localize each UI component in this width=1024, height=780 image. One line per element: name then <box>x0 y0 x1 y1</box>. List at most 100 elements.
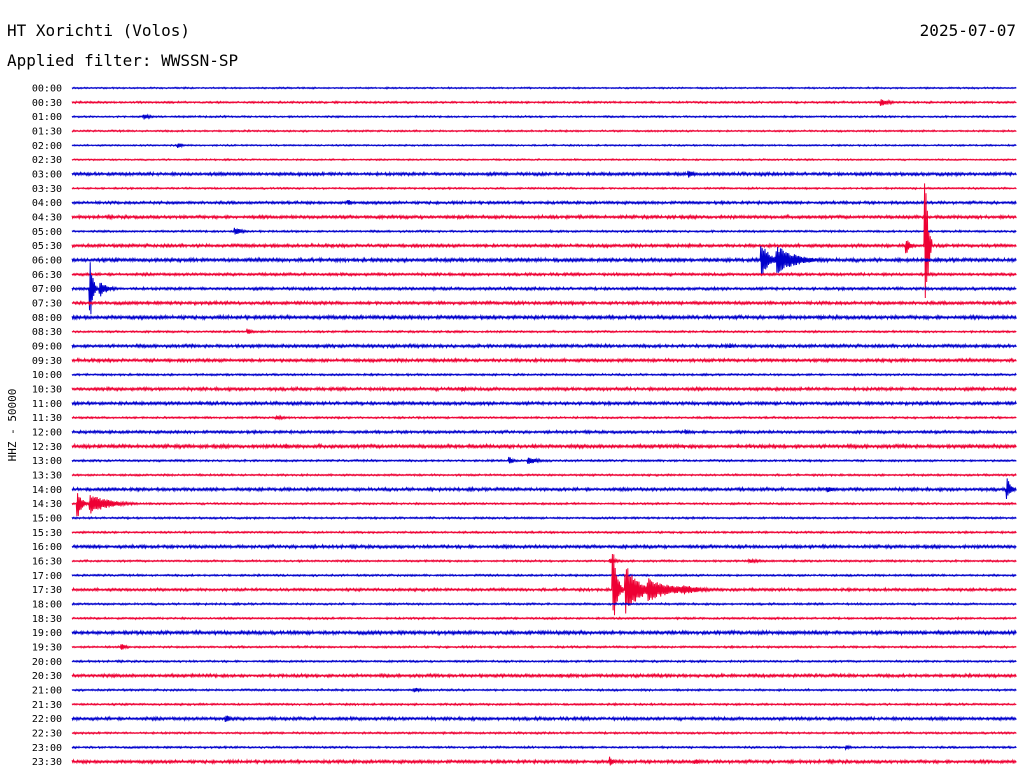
row-label: 23:30 <box>32 757 62 768</box>
row-label: 20:30 <box>32 671 62 682</box>
row-label: 08:00 <box>32 313 62 324</box>
trace-0300 <box>71 170 1017 178</box>
trace-0630 <box>71 271 1017 278</box>
row-label: 15:30 <box>32 528 62 539</box>
trace-1130 <box>71 414 1017 421</box>
row-label: 05:00 <box>32 227 62 238</box>
trace-0100 <box>71 113 1017 120</box>
trace-0130 <box>71 128 1017 134</box>
trace-0830 <box>71 328 1017 334</box>
trace-1230 <box>71 442 1017 450</box>
trace-0930 <box>71 356 1017 364</box>
filter-label: Applied filter: WWSSN-SP <box>7 51 238 70</box>
row-label: 11:30 <box>32 413 62 424</box>
row-label: 03:30 <box>32 184 62 195</box>
row-label: 22:00 <box>32 714 62 725</box>
trace-1830 <box>71 615 1017 621</box>
row-label: 11:00 <box>32 399 62 410</box>
trace-1600 <box>71 543 1017 551</box>
row-label: 09:30 <box>32 356 62 367</box>
trace-1900 <box>71 628 1017 637</box>
trace-0730 <box>71 299 1017 307</box>
row-label: 10:30 <box>32 384 62 395</box>
row-label: 03:00 <box>32 169 62 180</box>
row-label: 06:30 <box>32 270 62 281</box>
row-label: 18:30 <box>32 614 62 625</box>
row-labels: 00:00 00:30 01:00 01:30 02:00 02:30 03:00 03:30… <box>32 84 62 769</box>
row-label: 02:00 <box>32 141 62 152</box>
trace-1030 <box>71 385 1017 393</box>
trace-0700 <box>71 262 1017 315</box>
trace-1100 <box>71 399 1017 407</box>
trace-2200 <box>71 715 1017 723</box>
row-label: 01:30 <box>32 126 62 137</box>
trace-1800 <box>71 601 1017 607</box>
trace-1330 <box>71 472 1017 478</box>
row-label: 04:00 <box>32 198 62 209</box>
trace-1500 <box>71 515 1017 521</box>
row-label: 22:30 <box>32 728 62 739</box>
row-label: 14:30 <box>32 499 62 510</box>
trace-1300 <box>71 456 1017 465</box>
row-label: 07:30 <box>32 298 62 309</box>
row-label: 08:30 <box>32 327 62 338</box>
row-label: 13:30 <box>32 470 62 481</box>
trace-0800 <box>71 313 1017 321</box>
row-label: 17:00 <box>32 571 62 582</box>
trace-2330 <box>71 756 1017 766</box>
row-label: 21:00 <box>32 685 62 696</box>
row-label: 19:30 <box>32 642 62 653</box>
date-label: 2025-07-07 <box>920 21 1016 40</box>
trace-2100 <box>71 687 1017 693</box>
row-label: 10:00 <box>32 370 62 381</box>
trace-1000 <box>71 372 1017 377</box>
traces <box>71 86 1017 766</box>
trace-0530 <box>71 183 1017 299</box>
trace-2030 <box>71 672 1017 680</box>
trace-0900 <box>71 342 1017 350</box>
trace-2000 <box>71 659 1017 664</box>
row-label: 12:00 <box>32 427 62 438</box>
row-label: 05:30 <box>32 241 62 252</box>
trace-1730 <box>71 553 1017 616</box>
trace-0030 <box>71 99 1017 106</box>
trace-0400 <box>71 199 1017 206</box>
row-label: 00:30 <box>32 98 62 109</box>
trace-2300 <box>71 744 1017 752</box>
row-label: 13:00 <box>32 456 62 467</box>
trace-0330 <box>71 186 1017 191</box>
trace-0500 <box>71 227 1017 235</box>
trace-0000 <box>71 86 1017 90</box>
row-label: 00:00 <box>32 84 62 95</box>
row-label: 20:00 <box>32 657 62 668</box>
row-label: 14:00 <box>32 485 62 496</box>
row-label: 12:30 <box>32 442 62 453</box>
trace-1530 <box>71 530 1017 535</box>
trace-0230 <box>71 157 1017 162</box>
trace-2230 <box>71 730 1017 736</box>
row-label: 19:00 <box>32 628 62 639</box>
trace-1700 <box>71 573 1017 578</box>
row-label: 06:00 <box>32 255 62 266</box>
trace-1430 <box>71 493 1017 517</box>
row-label: 16:30 <box>32 556 62 567</box>
row-label: 04:30 <box>32 212 62 223</box>
trace-0600 <box>71 246 1017 275</box>
row-label: 02:30 <box>32 155 62 166</box>
trace-1200 <box>71 429 1017 436</box>
trace-0430 <box>71 213 1017 221</box>
row-label: 21:30 <box>32 700 62 711</box>
station-title: HT Xorichti (Volos) <box>7 21 190 40</box>
row-label: 15:00 <box>32 513 62 524</box>
row-label: 23:00 <box>32 743 62 754</box>
trace-1400 <box>71 478 1017 500</box>
row-label: 01:00 <box>32 112 62 123</box>
row-label: 16:00 <box>32 542 62 553</box>
row-label: 09:00 <box>32 341 62 352</box>
row-label: 07:00 <box>32 284 62 295</box>
trace-2130 <box>71 701 1017 707</box>
row-label: 18:00 <box>32 599 62 610</box>
row-label: 17:30 <box>32 585 62 596</box>
y-axis-label: HHZ - 50000 <box>6 389 19 462</box>
